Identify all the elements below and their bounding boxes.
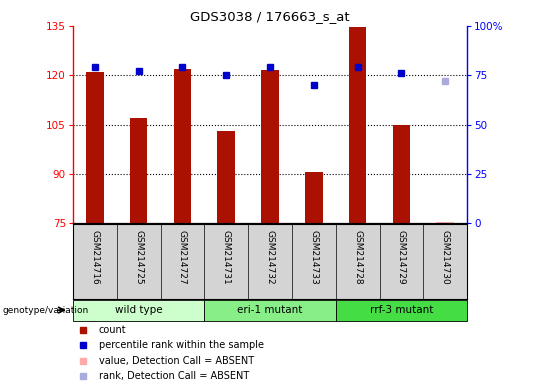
Bar (73, 300, 204, 321)
Bar (174, 69, 191, 223)
Text: eri-1 mutant: eri-1 mutant (237, 305, 303, 315)
Text: rrf-3 mutant: rrf-3 mutant (370, 305, 433, 315)
Bar (204, 300, 336, 321)
Text: GSM214731: GSM214731 (222, 230, 231, 285)
Bar (349, 27, 366, 223)
Bar (305, 172, 322, 223)
Bar (130, 118, 147, 223)
Text: value, Detection Call = ABSENT: value, Detection Call = ABSENT (98, 356, 254, 366)
Text: GSM214732: GSM214732 (266, 230, 274, 285)
Text: GSM214716: GSM214716 (90, 230, 99, 285)
Text: genotype/variation: genotype/variation (3, 306, 89, 314)
Bar (436, 222, 454, 223)
Bar (336, 300, 467, 321)
Text: GSM214733: GSM214733 (309, 230, 318, 285)
Text: GSM214727: GSM214727 (178, 230, 187, 285)
Title: GDS3038 / 176663_s_at: GDS3038 / 176663_s_at (190, 10, 350, 23)
Bar (86, 72, 104, 223)
Bar (393, 124, 410, 223)
Text: percentile rank within the sample: percentile rank within the sample (98, 340, 264, 351)
Text: GSM214725: GSM214725 (134, 230, 143, 285)
Text: rank, Detection Call = ABSENT: rank, Detection Call = ABSENT (98, 371, 249, 381)
Text: wild type: wild type (115, 305, 163, 315)
Bar (261, 70, 279, 223)
Bar (218, 131, 235, 223)
Text: GSM214729: GSM214729 (397, 230, 406, 285)
Text: GSM214730: GSM214730 (441, 230, 450, 285)
Text: count: count (98, 325, 126, 335)
Text: GSM214728: GSM214728 (353, 230, 362, 285)
